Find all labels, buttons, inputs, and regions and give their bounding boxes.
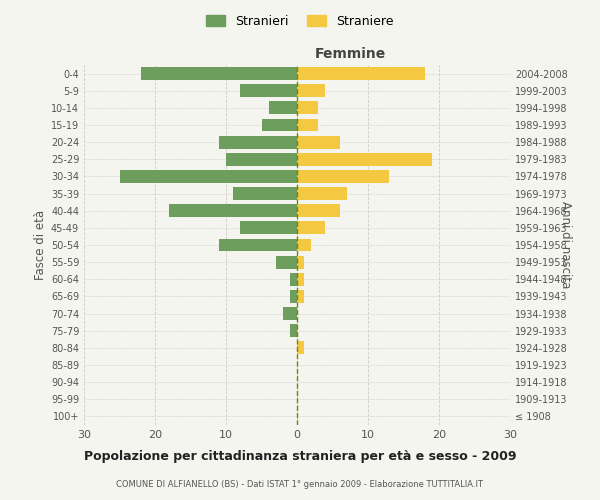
Y-axis label: Anni di nascita: Anni di nascita (559, 202, 572, 288)
Bar (297, 290, 304, 303)
Bar (297, 273, 304, 285)
Bar (240, 222, 297, 234)
Bar (219, 136, 297, 148)
Bar (297, 118, 319, 132)
Bar (297, 342, 304, 354)
Bar (290, 290, 297, 303)
Text: Popolazione per cittadinanza straniera per età e sesso - 2009: Popolazione per cittadinanza straniera p… (84, 450, 516, 463)
Bar (290, 273, 297, 285)
Bar (297, 187, 347, 200)
Bar (297, 204, 340, 217)
Text: Femmine: Femmine (314, 48, 386, 62)
Bar (226, 153, 297, 166)
Bar (297, 67, 425, 80)
Text: COMUNE DI ALFIANELLO (BS) - Dati ISTAT 1° gennaio 2009 - Elaborazione TUTTITALIA: COMUNE DI ALFIANELLO (BS) - Dati ISTAT 1… (116, 480, 484, 489)
Bar (269, 102, 297, 114)
Bar (297, 222, 325, 234)
Y-axis label: Fasce di età: Fasce di età (34, 210, 47, 280)
Bar (290, 324, 297, 337)
Bar (119, 170, 297, 183)
Bar (297, 136, 340, 148)
Bar (262, 118, 297, 132)
Bar (240, 84, 297, 97)
Bar (297, 153, 432, 166)
Bar (219, 238, 297, 252)
Bar (283, 307, 297, 320)
Bar (141, 67, 297, 80)
Bar (233, 187, 297, 200)
Bar (297, 238, 311, 252)
Bar (169, 204, 297, 217)
Bar (297, 256, 304, 268)
Bar (276, 256, 297, 268)
Bar (297, 170, 389, 183)
Legend: Stranieri, Straniere: Stranieri, Straniere (203, 11, 397, 32)
Bar (297, 84, 325, 97)
Bar (297, 102, 319, 114)
